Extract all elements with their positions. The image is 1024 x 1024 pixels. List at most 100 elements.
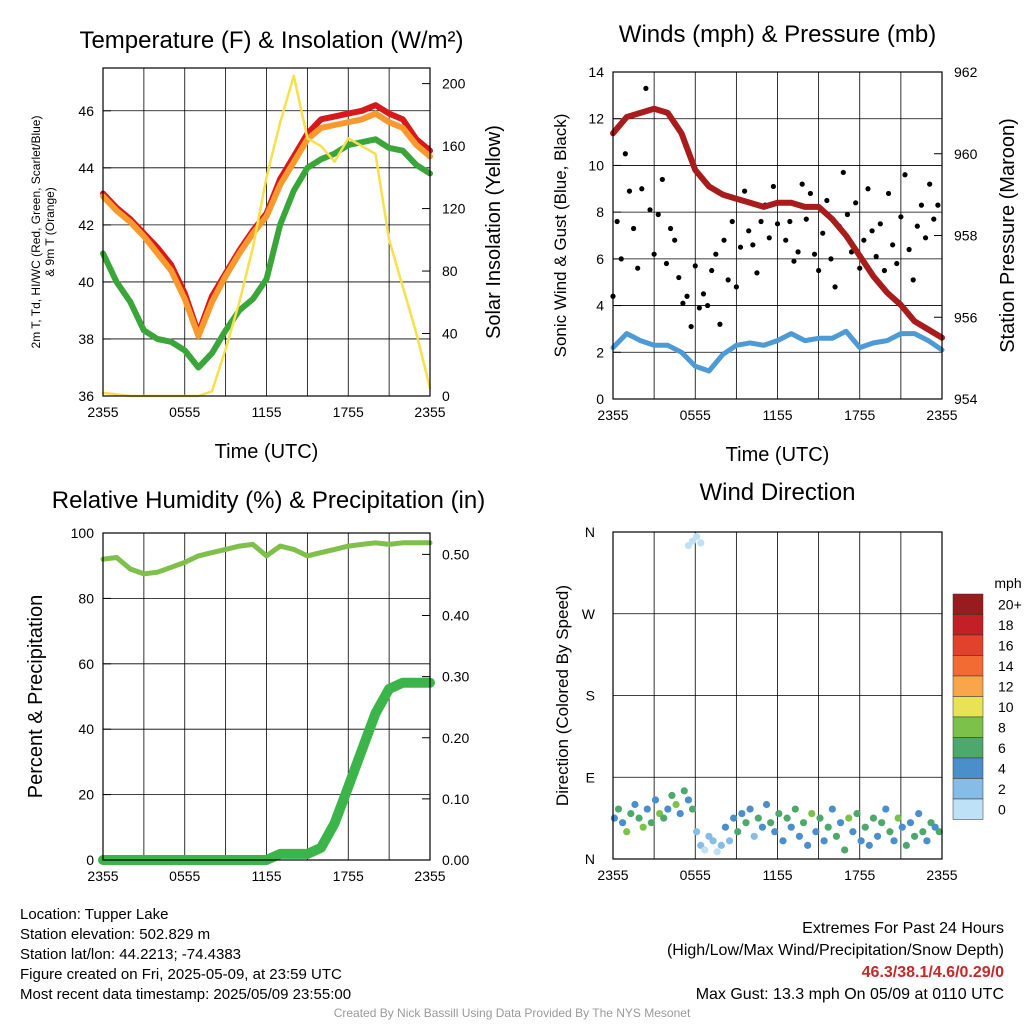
y-tick-label: 100 [71,525,95,541]
gust-point [643,85,649,91]
gust-point [639,186,645,192]
gust-point [704,302,711,309]
y-tick-label-right: 960 [954,146,978,162]
x-tick-label: 1755 [333,404,364,420]
y-tick-label: 38 [78,331,94,347]
y-tick-label: 8 [596,204,604,220]
direction-point [865,841,873,849]
y-tick-label-right: 958 [954,228,978,244]
location-text: Location: Tupper Lake [20,906,169,923]
direction-point [618,819,627,827]
direction-point [680,787,688,795]
y-tick-label-right: 160 [442,138,466,154]
legend-swatch [952,675,984,697]
direction-point [873,832,882,840]
y-tick-label: 80 [78,590,94,606]
gust-point [659,176,665,183]
y-tick-label: 20 [78,787,94,803]
gust-point [622,151,628,157]
direction-point [857,837,865,845]
direction-point [651,796,660,804]
x-tick-label: 2355 [926,407,957,423]
legend-label: 4 [998,760,1006,776]
gust-point [861,237,867,243]
y-tick-label-right: 0.50 [442,546,469,562]
gust-point [824,197,830,204]
direction-point [886,828,894,836]
y-axis-label-line2: & 9m T (Orange) [43,187,57,277]
gust-point [717,321,723,327]
direction-point [861,823,869,831]
y-tick-label: 12 [588,111,604,127]
gust-point [906,246,912,253]
direction-point [614,805,623,813]
direction-point [812,828,820,836]
gust-point [635,265,641,271]
direction-point [853,809,861,818]
direction-point [775,809,783,818]
direction-point [693,532,701,541]
legend-swatch [952,593,984,615]
x-tick-label: 2355 [926,867,957,883]
y-tick-label: 60 [78,656,94,672]
gust-point [696,305,702,311]
gust-point [742,188,748,194]
gust-point [853,200,859,206]
legend-swatch [952,716,984,738]
gust-point [680,300,686,306]
x-axis-label: Time (UTC) [215,441,319,463]
direction-point [721,823,730,831]
direction-point [746,805,754,813]
panel-1: Temperature (F) & Insolation (W/m²)2355 0… [29,27,505,463]
gust-point [918,202,925,208]
direction-point [635,814,643,822]
y-tick-label: E [586,769,595,785]
legend-label: 16 [998,637,1014,653]
elevation-text: Station elevation: 502.829 m [20,926,211,943]
direction-point [750,832,758,840]
x-tick-label: 1755 [844,407,875,423]
direction-point [697,539,705,547]
y-tick-label: 46 [78,103,94,119]
gust-point [692,263,698,269]
direction-point [664,805,672,813]
y-tick-label-right: 0.00 [442,852,469,868]
legend-title: mph [994,575,1021,591]
gust-point [783,237,789,243]
gust-point [931,216,937,222]
gust-point [725,277,731,283]
gust-point [626,188,633,194]
gust-point [713,251,719,257]
gust-point [927,181,933,187]
x-tick-label: 1155 [762,867,792,883]
credit-text: Created By Nick Bassill Using Data Provi… [333,1006,691,1020]
y-tick-label: 0 [596,391,604,407]
direction-point [754,814,762,822]
y-tick-label-right: 0 [442,388,450,404]
extremes-subtitle: (High/Low/Max Wind/Precipitation/Snow De… [666,942,1004,959]
y-tick-label: 42 [78,217,94,233]
direction-point [915,809,923,818]
gust-point [816,267,822,274]
legend-swatch [952,757,984,779]
gust-point [655,211,661,218]
direction-point [631,800,639,809]
direction-point [808,809,816,818]
created-text: Figure created on Fri, 2025-05-09, at 23… [20,966,342,983]
direction-point [713,848,721,856]
y-tick-label: 40 [78,274,94,290]
gust-point [865,186,871,192]
y-axis-label: Percent & Precipitation [25,595,47,798]
direction-point [849,828,857,836]
gust-point [754,270,760,276]
legend-swatch [952,798,984,820]
series-line-pressure [610,105,945,341]
legend-label: 20+ [998,596,1022,612]
legend-label: 2 [998,781,1006,797]
legend-label: 14 [998,658,1014,674]
gust-point [676,274,682,281]
y-axis-label: Sonic Wind & Gust (Blue, Black) [551,114,570,358]
direction-point [902,841,910,849]
series-line-wind [610,328,945,374]
gust-point [840,169,846,176]
